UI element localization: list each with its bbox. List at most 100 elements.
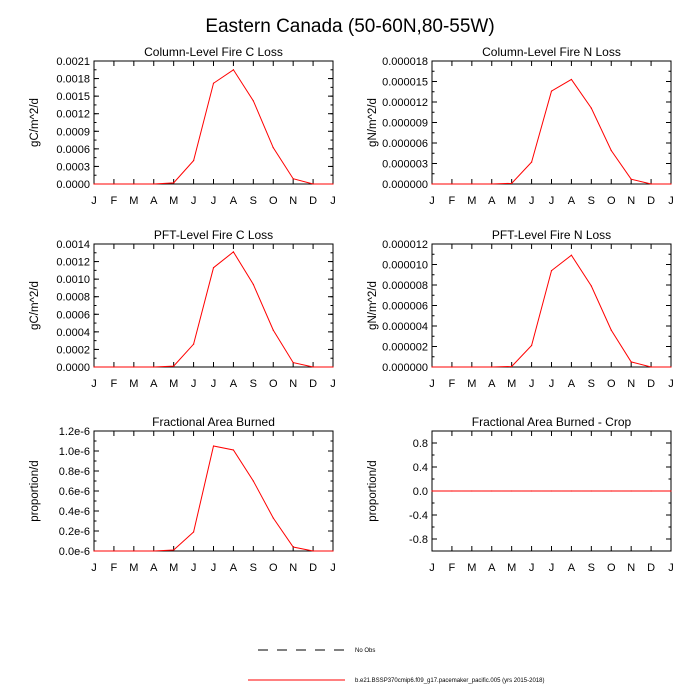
y-tick-label: 0.2e-6: [59, 526, 90, 538]
y-tick-label: 0.000009: [382, 118, 428, 130]
data-point: [570, 78, 573, 81]
x-tick-label: D: [309, 378, 317, 390]
y-tick-label: 0.0014: [56, 239, 90, 251]
data-point: [530, 161, 533, 163]
data-point: [431, 366, 433, 368]
x-tick-label: D: [647, 195, 655, 207]
x-tick-label: A: [150, 562, 158, 574]
x-tick-label: J: [429, 562, 435, 574]
x-tick-label: J: [91, 195, 97, 207]
x-tick-label: F: [449, 562, 456, 574]
data-point: [570, 490, 573, 492]
x-tick-label: J: [668, 562, 674, 574]
x-tick-label: F: [111, 195, 118, 207]
x-tick-label: N: [289, 378, 297, 390]
plot-frame: [93, 60, 334, 185]
x-tick-label: A: [230, 562, 238, 574]
data-point: [650, 183, 652, 185]
y-tick-label: 0.0018: [56, 74, 90, 86]
x-tick-label: M: [169, 378, 178, 390]
y-tick-label: 0.0015: [56, 91, 90, 103]
y-tick-label: 0.0006: [56, 309, 90, 321]
data-point: [491, 183, 493, 185]
data-point: [113, 183, 115, 185]
data-point: [451, 490, 453, 492]
data-point: [272, 329, 274, 331]
x-tick-label: A: [488, 378, 496, 390]
y-tick-label: 0.0002: [56, 344, 90, 356]
x-tick-label: A: [488, 562, 496, 574]
data-point: [192, 531, 195, 533]
y-tick-label: 0.0004: [56, 327, 90, 339]
panel-title: PFT-Level Fire N Loss: [492, 228, 611, 242]
x-tick-label: A: [488, 195, 496, 207]
x-tick-label: S: [250, 378, 257, 390]
x-tick-label: J: [529, 378, 535, 390]
data-point: [451, 183, 453, 185]
series-line: [94, 445, 333, 552]
x-tick-label: J: [91, 562, 97, 574]
y-axis-label: proportion/d: [367, 460, 379, 521]
y-axis-label: gN/m^2/d: [367, 98, 379, 147]
y-tick-label: 0.000012: [382, 97, 428, 109]
data-point: [292, 546, 294, 548]
x-tick-label: J: [91, 378, 97, 390]
y-tick-label: 0.000004: [382, 321, 428, 333]
x-tick-label: J: [668, 195, 674, 207]
y-tick-label: 0.000006: [382, 301, 428, 313]
y-axis-label: gN/m^2/d: [367, 281, 379, 330]
x-tick-label: D: [309, 562, 317, 574]
data-point: [153, 183, 155, 185]
y-tick-label: 1.0e-6: [59, 446, 90, 458]
data-point: [610, 329, 612, 331]
x-tick-label: F: [111, 378, 118, 390]
data-point: [173, 365, 175, 367]
data-point: [630, 361, 632, 363]
data-point: [133, 366, 135, 368]
x-tick-label: J: [330, 195, 336, 207]
x-tick-label: J: [211, 195, 217, 207]
data-point: [252, 480, 254, 482]
data-point: [610, 490, 612, 492]
data-point: [93, 366, 95, 368]
x-tick-label: J: [330, 562, 336, 574]
plot-frame: [431, 60, 672, 185]
data-point: [133, 550, 135, 552]
x-tick-label: O: [607, 378, 616, 390]
x-tick-label: F: [111, 562, 118, 574]
chart-panel-4: PFT-Level Fire N Loss 0.000000 0.000002 0.0…: [367, 228, 674, 390]
y-tick-label: 0.000012: [382, 239, 428, 251]
data-point: [511, 490, 513, 492]
x-tick-label: J: [668, 378, 674, 390]
x-tick-label: N: [289, 562, 297, 574]
data-point: [332, 183, 334, 185]
data-point: [192, 159, 195, 162]
x-tick-label: J: [191, 195, 197, 207]
y-tick-label: 0.000010: [382, 260, 428, 272]
data-point: [471, 366, 473, 368]
x-tick-label: N: [627, 378, 635, 390]
data-point: [252, 100, 254, 102]
y-tick-label: 0.8: [413, 438, 428, 450]
x-tick-label: J: [191, 562, 197, 574]
y-tick-label: 0.0008: [56, 292, 90, 304]
data-point: [471, 490, 473, 492]
data-point: [630, 178, 632, 180]
x-tick-label: A: [230, 378, 238, 390]
x-tick-label: J: [549, 562, 555, 574]
chart-panel-3: PFT-Level Fire C Loss 0.0000 0.0002 0.0004 0…: [29, 228, 336, 390]
data-point: [590, 285, 592, 287]
x-tick-label: M: [467, 562, 476, 574]
data-point: [511, 365, 513, 368]
x-tick-label: O: [269, 195, 278, 207]
panel-title: PFT-Level Fire C Loss: [154, 228, 273, 242]
x-tick-label: J: [330, 378, 336, 390]
data-point: [312, 366, 314, 368]
y-tick-label: 0.000002: [382, 342, 428, 354]
y-tick-label: 0.4: [413, 462, 428, 474]
data-point: [451, 366, 453, 368]
x-tick-label: M: [507, 195, 516, 207]
x-tick-label: D: [647, 562, 655, 574]
data-point: [133, 183, 135, 185]
